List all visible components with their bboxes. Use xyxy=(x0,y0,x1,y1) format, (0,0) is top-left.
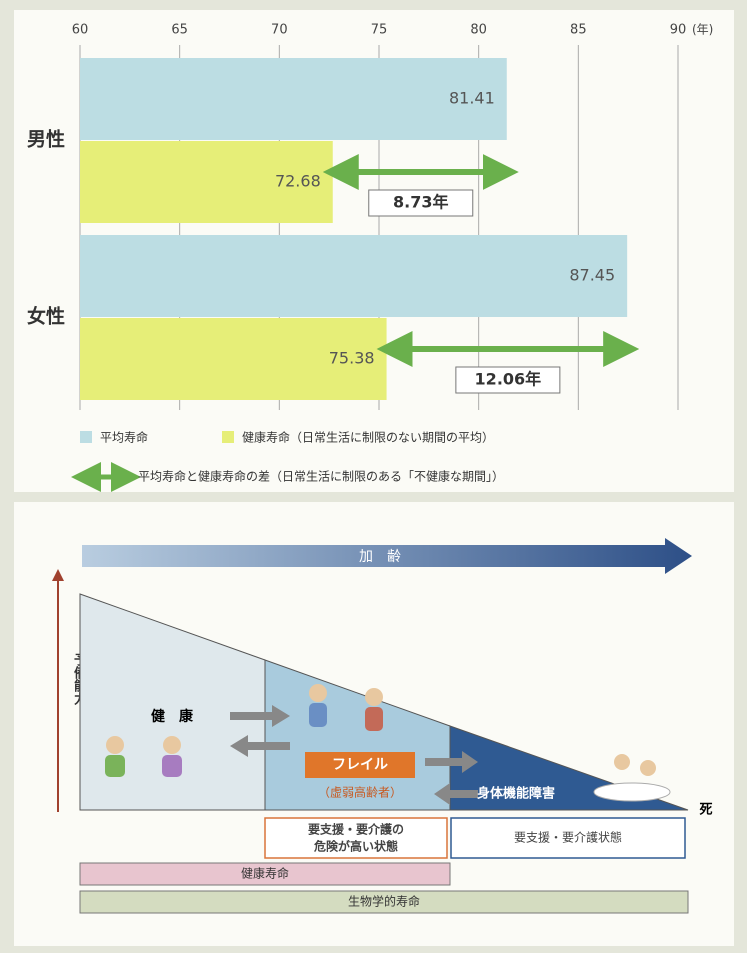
bar xyxy=(80,318,387,400)
bar xyxy=(80,235,628,317)
healthy-span-bar xyxy=(79,862,451,886)
value-label: 87.45 xyxy=(569,266,615,285)
frailty-label: フレイル xyxy=(332,757,388,773)
bar xyxy=(80,141,333,223)
legend-label: 健康寿命（日常生活に制限のない期間の平均） xyxy=(242,430,494,445)
bar xyxy=(80,58,507,140)
death-label: 死 xyxy=(699,803,712,818)
x-tick-label: 70 xyxy=(271,23,288,38)
category-label: 男性 xyxy=(27,128,65,151)
gap-label: 12.06年 xyxy=(475,370,542,389)
x-tick-label: 65 xyxy=(171,23,188,38)
x-tick-label: 85 xyxy=(570,23,587,38)
legend-label: 平均寿命 xyxy=(100,430,148,445)
biological-span-label: 生物学的寿命 xyxy=(348,894,420,909)
at-risk-box xyxy=(264,817,448,859)
x-tick-label: 90 xyxy=(670,23,687,38)
category-label: 女性 xyxy=(27,305,65,328)
x-tick-label: 60 xyxy=(72,23,89,38)
value-label: 75.38 xyxy=(329,349,375,368)
people-icons xyxy=(105,684,671,802)
healthy-label: 健 康 xyxy=(151,708,194,725)
at-risk-line: 要支援・要介護の xyxy=(308,822,404,837)
disability-label: 身体機能障害 xyxy=(477,786,555,802)
biological-span-bar xyxy=(79,890,689,914)
aging-label: 加 齢 xyxy=(359,549,401,565)
gap-box xyxy=(455,366,561,394)
aging-arrow xyxy=(82,538,692,574)
legend-swatch xyxy=(80,431,92,443)
frailty-note: （虚弱高齢者） xyxy=(318,785,402,800)
diagram: 加 齢 予備能力 健 康 フレイル （虚弱高齢者） 身体機能障害 死 要支援・要… xyxy=(34,538,713,914)
gap-label: 8.73年 xyxy=(393,193,448,212)
care-label: 要支援・要介護状態 xyxy=(514,830,622,845)
legend-swatch xyxy=(222,431,234,443)
x-tick-label: 80 xyxy=(470,23,487,38)
x-axis-label: (年) xyxy=(692,23,713,37)
frailty-box xyxy=(305,752,415,778)
at-risk-line: 危険が高い状態 xyxy=(313,839,398,854)
care-box xyxy=(450,817,686,859)
healthy-span-label: 健康寿命 xyxy=(241,866,289,881)
legend-label: 平均寿命と健康寿命の差（日常生活に制限のある「不健康な期間」） xyxy=(138,469,504,484)
value-label: 72.68 xyxy=(275,172,321,191)
gap-box xyxy=(368,189,474,217)
state-arrows xyxy=(230,705,478,805)
x-tick-label: 75 xyxy=(371,23,388,38)
value-label: 81.41 xyxy=(449,89,495,108)
